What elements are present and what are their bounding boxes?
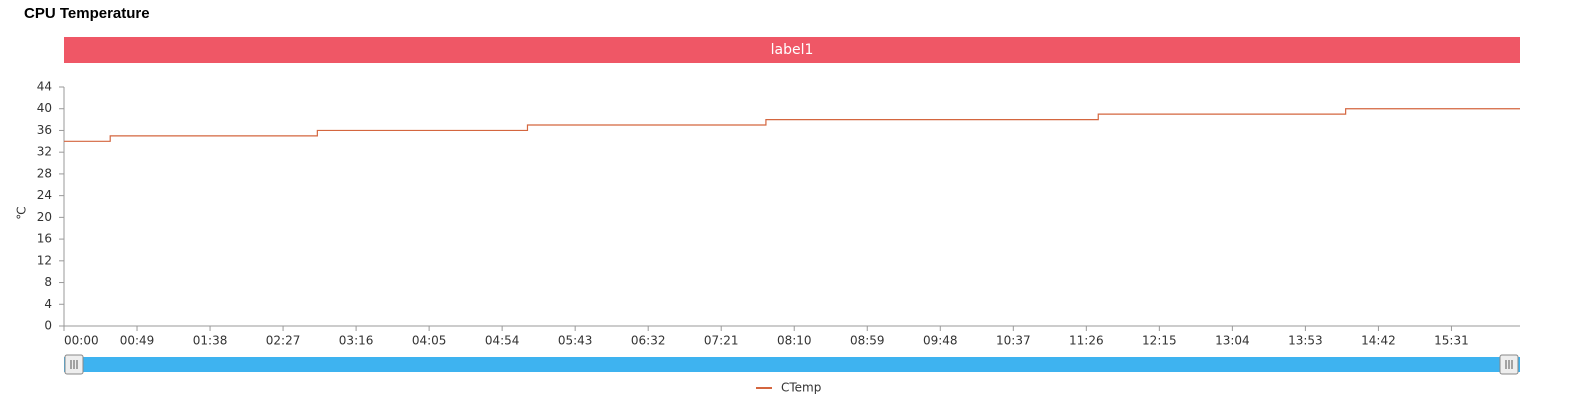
x-tick-label: 03:16 (339, 334, 374, 348)
y-tick-label: 40 (37, 101, 52, 115)
y-tick-label: 12 (37, 253, 52, 267)
x-tick-label: 07:21 (704, 334, 739, 348)
y-tick-label: 36 (37, 123, 52, 137)
data-line (64, 108, 1520, 142)
grip (70, 360, 78, 369)
banner (64, 37, 1520, 63)
chart-title: CPU Temperature (24, 5, 150, 22)
x-tick-label: 04:54 (485, 334, 520, 348)
x-tick-label: 05:43 (558, 334, 593, 348)
x-tick-label: 15:31 (1434, 334, 1469, 348)
x-tick-label: 14:42 (1361, 334, 1396, 348)
x-tick-label: 13:53 (1288, 334, 1323, 348)
y-tick-label: 4 (44, 297, 52, 311)
zoom-slider[interactable] (64, 354, 1520, 375)
x-tick-label: 10:37 (996, 334, 1031, 348)
y-tick-label: 44 (37, 80, 52, 94)
x-tick-label: 08:10 (777, 334, 812, 348)
x-tick-label: 08:59 (850, 334, 885, 348)
grip (1505, 360, 1513, 369)
x-tick-label: 02:27 (266, 334, 301, 348)
x-tick-label: 11:26 (1069, 334, 1104, 348)
y-tick-label: 24 (37, 188, 52, 202)
y-tick-label: 16 (37, 232, 52, 246)
x-tick-label: 00:00 (64, 334, 99, 348)
y-tick-label: 28 (37, 166, 52, 180)
y-tick-label: 0 (44, 319, 52, 333)
y-tick-label: 8 (44, 275, 52, 289)
y-tick-label: 20 (37, 210, 52, 224)
y-tick-label: 32 (37, 145, 52, 159)
x-tick-label: 12:15 (1142, 334, 1177, 348)
x-tick-label: 04:05 (412, 334, 447, 348)
x-tick-label: 06:32 (631, 334, 666, 348)
x-tick-label: 00:49 (120, 334, 155, 348)
x-tick-label: 13:04 (1215, 334, 1250, 348)
banner-label: label1 (771, 42, 814, 58)
legend-label: CTemp (781, 381, 821, 395)
slider-track[interactable] (64, 357, 1520, 372)
y-axis-label: ℃ (15, 206, 29, 219)
x-tick-label: 01:38 (193, 334, 228, 348)
x-tick-label: 09:48 (923, 334, 958, 348)
